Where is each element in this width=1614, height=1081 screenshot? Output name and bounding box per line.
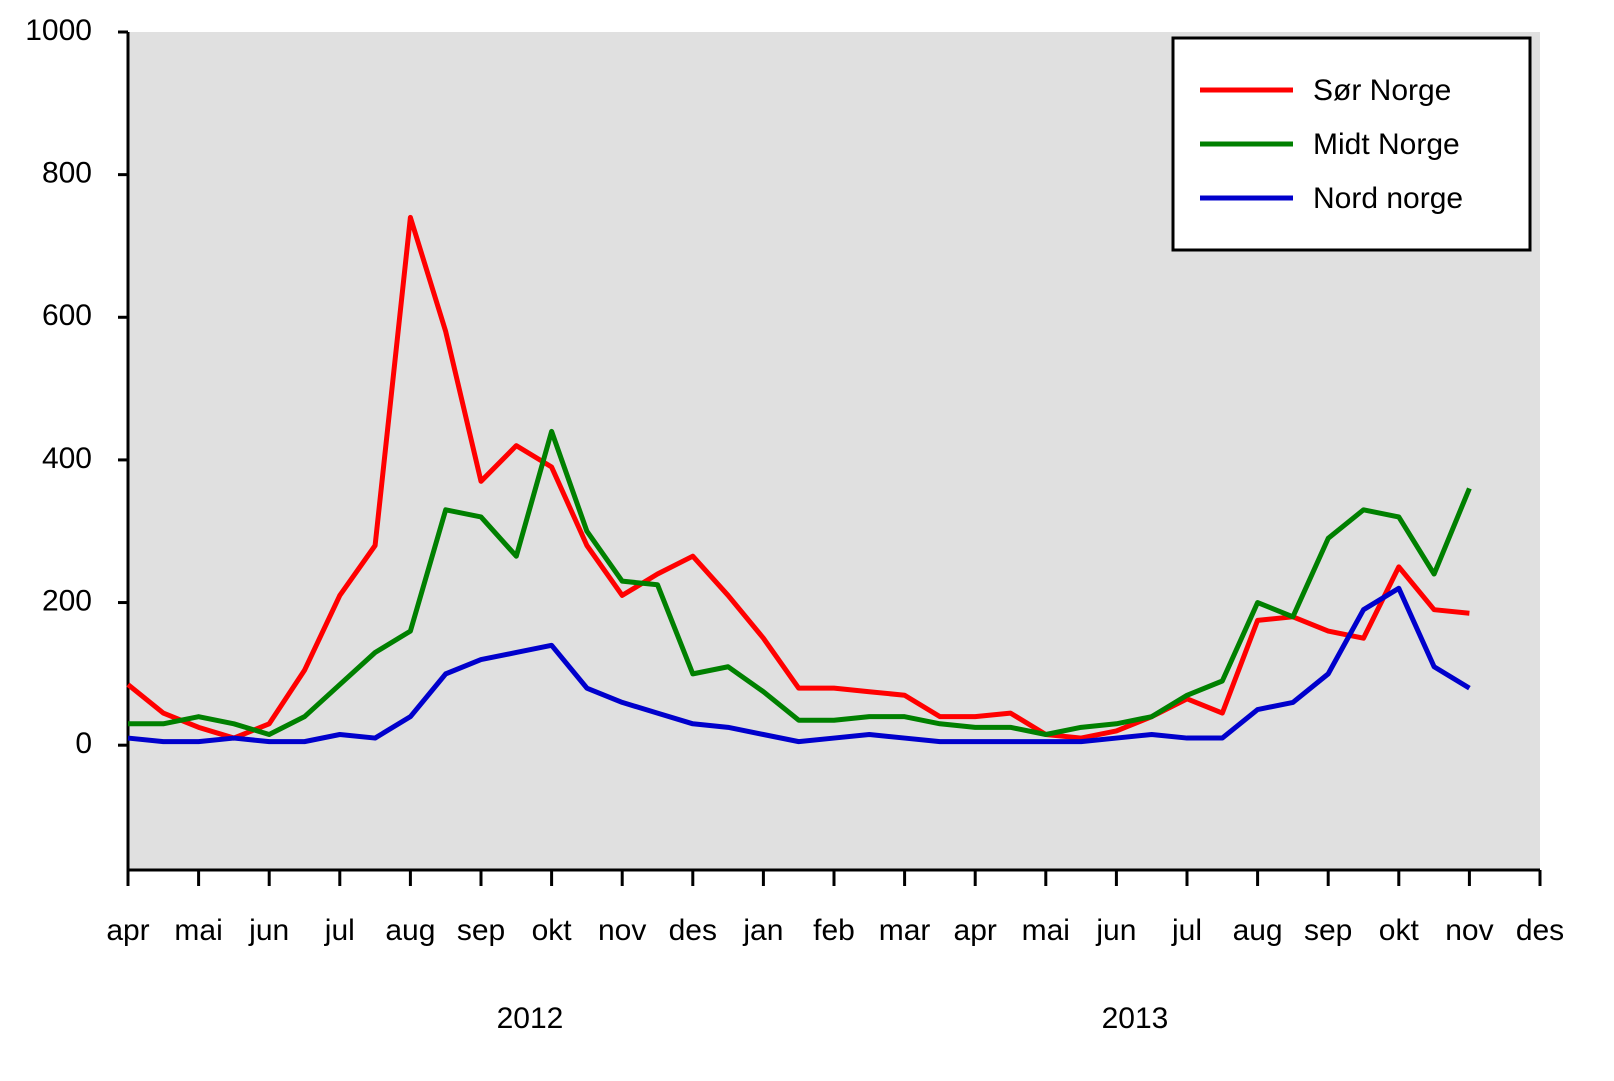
x-tick-label: jul	[324, 914, 355, 947]
x-tick-label: jan	[742, 914, 783, 947]
year-label: 2012	[497, 1002, 564, 1035]
x-tick-label: nov	[598, 914, 646, 947]
y-tick-label: 1000	[25, 14, 92, 47]
x-tick-label: apr	[954, 914, 997, 947]
x-tick-label: des	[1516, 914, 1564, 947]
y-tick-label: 0	[75, 727, 92, 760]
x-tick-label: sep	[457, 914, 505, 947]
x-tick-label: sep	[1304, 914, 1352, 947]
legend-label: Sør Norge	[1313, 74, 1451, 107]
y-tick-label: 600	[42, 299, 92, 332]
x-tick-label: mai	[1022, 914, 1070, 947]
legend-label: Midt Norge	[1313, 128, 1460, 161]
series-line	[127, 585, 1471, 745]
y-tick-label: 800	[42, 157, 92, 190]
y-tick-label: 400	[42, 442, 92, 475]
x-tick-label: okt	[1379, 914, 1420, 947]
series-line	[128, 428, 1472, 737]
x-tick-label: jun	[1095, 914, 1136, 947]
x-tick-label: apr	[106, 914, 149, 947]
x-tick-label: aug	[385, 914, 435, 947]
y-tick-label: 200	[42, 584, 92, 617]
x-tick-label: aug	[1233, 914, 1283, 947]
x-tick-label: nov	[1445, 914, 1493, 947]
x-tick-label: okt	[532, 914, 573, 947]
series-line	[126, 214, 1470, 741]
x-tick-label: feb	[813, 914, 855, 947]
year-label: 2013	[1102, 1002, 1169, 1035]
legend-label: Nord norge	[1313, 182, 1463, 215]
x-tick-label: jul	[1171, 914, 1202, 947]
x-tick-label: mar	[879, 914, 931, 947]
x-tick-label: mai	[174, 914, 222, 947]
x-tick-label: des	[669, 914, 717, 947]
x-tick-label: jun	[248, 914, 289, 947]
